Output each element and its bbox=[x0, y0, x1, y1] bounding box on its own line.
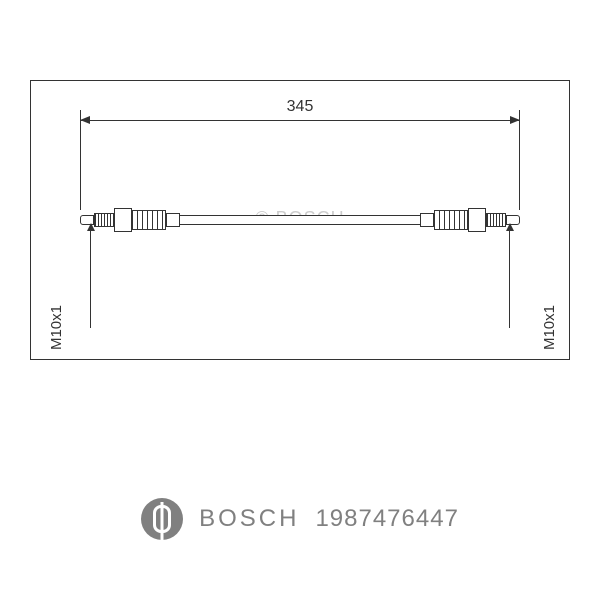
crimp-sleeve bbox=[132, 210, 166, 230]
leader-line-left bbox=[90, 228, 91, 328]
fitting-right bbox=[420, 200, 520, 240]
dimension-line bbox=[80, 120, 520, 121]
hex-nut bbox=[468, 208, 486, 232]
thread-spec-left-label: M10x1 bbox=[48, 305, 65, 350]
part-number: 1987476447 bbox=[315, 505, 458, 533]
thread-section bbox=[94, 213, 114, 227]
thread-section bbox=[486, 213, 506, 227]
fitting-left bbox=[80, 200, 180, 240]
dim-arrow-left-icon bbox=[80, 116, 90, 124]
technical-diagram: 345 © BOSCH M10x1 M10x1 bbox=[30, 80, 570, 360]
hose-tube bbox=[180, 215, 420, 225]
collar bbox=[166, 213, 180, 227]
collar bbox=[420, 213, 434, 227]
bosch-logo-icon bbox=[141, 498, 183, 540]
extension-line-right bbox=[519, 110, 520, 210]
hex-nut bbox=[114, 208, 132, 232]
brand-name: BOSCH bbox=[199, 505, 299, 533]
crimp-sleeve bbox=[434, 210, 468, 230]
product-footer: BOSCH 1987476447 bbox=[0, 498, 600, 540]
thread-spec-right-label: M10x1 bbox=[541, 305, 558, 350]
extension-line-left bbox=[80, 110, 81, 210]
length-dimension-label: 345 bbox=[283, 98, 318, 116]
leader-line-right bbox=[509, 228, 510, 328]
